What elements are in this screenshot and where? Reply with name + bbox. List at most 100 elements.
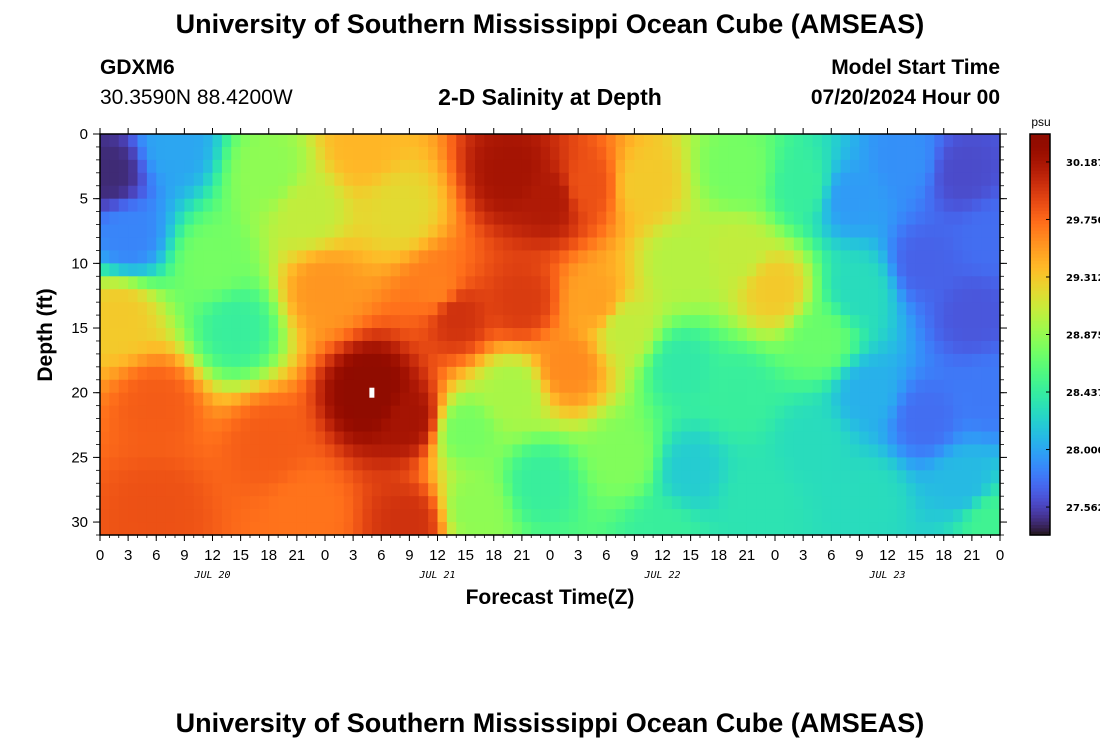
heatmap-cell: [934, 159, 945, 174]
heatmap-cell: [306, 302, 317, 316]
heatmap-cell: [615, 340, 626, 355]
colorbar-step: [1030, 190, 1050, 195]
heatmap-cell: [278, 483, 289, 497]
heatmap-cell: [250, 185, 260, 200]
heatmap-cell: [531, 470, 542, 484]
heatmap-cell: [662, 418, 673, 433]
heatmap-cell: [353, 483, 364, 497]
heatmap-cell: [390, 185, 401, 200]
heatmap-cell: [550, 522, 560, 536]
heatmap-cell: [737, 315, 748, 329]
heatmap-cell: [193, 328, 204, 342]
heatmap-cell: [353, 405, 364, 420]
heatmap-cell: [325, 134, 335, 148]
heatmap-cell: [353, 392, 364, 407]
heatmap-cell: [437, 483, 448, 497]
heatmap-cell: [859, 522, 870, 536]
colorbar-label: 27.5625: [1066, 503, 1100, 514]
heatmap-cell: [718, 250, 729, 264]
heatmap-cell: [146, 250, 157, 264]
heatmap-cell: [765, 146, 776, 161]
heatmap-cell: [390, 483, 401, 497]
heatmap-cell: [606, 340, 617, 355]
heatmap-cell: [906, 405, 917, 420]
colorbar-step: [1030, 361, 1050, 366]
heatmap-cell: [362, 134, 373, 148]
heatmap-cell: [784, 431, 795, 446]
heatmap-cell: [240, 392, 251, 407]
heatmap-cell: [165, 509, 176, 523]
heatmap-cell: [746, 457, 757, 471]
heatmap-cell: [803, 392, 814, 407]
heatmap-cell: [306, 276, 317, 290]
heatmap-cell: [587, 379, 598, 394]
heatmap-cell: [821, 328, 832, 342]
heatmap-cell: [784, 172, 795, 187]
heatmap-cell: [484, 198, 495, 213]
heatmap-cell: [896, 250, 907, 264]
heatmap-cell: [521, 146, 532, 161]
heatmap-cell: [568, 185, 579, 200]
heatmap-cell: [625, 276, 635, 290]
heatmap-cell: [446, 353, 457, 368]
heatmap-cell: [165, 328, 176, 342]
heatmap-cell: [662, 224, 673, 239]
heatmap-cell: [325, 496, 335, 510]
heatmap-cell: [662, 211, 673, 226]
heatmap-cell: [887, 418, 898, 433]
heatmap-cell: [418, 185, 429, 200]
heatmap-cell: [250, 366, 260, 381]
heatmap-cell: [971, 483, 982, 497]
heatmap-cell: [137, 509, 148, 523]
heatmap-cell: [775, 328, 785, 342]
heatmap-cell: [925, 302, 935, 316]
heatmap-cell: [596, 289, 607, 303]
heatmap-cell: [943, 276, 954, 290]
heatmap-cell: [990, 340, 1001, 355]
heatmap-cell: [868, 185, 879, 200]
heatmap-cell: [334, 457, 345, 471]
heatmap-cell: [184, 522, 195, 536]
heatmap-cell: [737, 418, 748, 433]
heatmap-cell: [596, 509, 607, 523]
heatmap-cell: [315, 496, 326, 510]
heatmap-cell: [493, 509, 504, 523]
heatmap-cell: [709, 379, 720, 394]
heatmap-cell: [859, 263, 870, 277]
heatmap-cell: [840, 366, 851, 381]
heatmap-cell: [803, 159, 814, 174]
heatmap-cell: [709, 470, 720, 484]
heatmap-cell: [906, 379, 917, 394]
heatmap-cell: [625, 198, 635, 213]
heatmap-cell: [456, 483, 467, 497]
heatmap-cell: [981, 250, 992, 264]
heatmap-cell: [428, 379, 439, 394]
heatmap-cell: [803, 250, 814, 264]
heatmap-cell: [278, 379, 289, 394]
heatmap-cell: [484, 315, 495, 329]
heatmap-cell: [568, 353, 579, 368]
heatmap-cell: [953, 457, 964, 471]
heatmap-cell: [400, 263, 410, 277]
heatmap-cell: [803, 302, 814, 316]
heatmap-cell: [203, 198, 214, 213]
heatmap-cell: [625, 263, 635, 277]
heatmap-cell: [709, 509, 720, 523]
heatmap-cell: [531, 483, 542, 497]
colorbar-step: [1030, 414, 1050, 419]
x-tick-label: 3: [799, 547, 807, 564]
heatmap-cell: [175, 405, 185, 420]
heatmap-cell: [615, 392, 626, 407]
heatmap-cell: [109, 457, 120, 471]
heatmap-cell: [700, 263, 710, 277]
heatmap-cell: [596, 185, 607, 200]
heatmap-cell: [606, 159, 617, 174]
heatmap-cell: [531, 315, 542, 329]
heatmap-cell: [409, 198, 420, 213]
heatmap-cell: [128, 457, 139, 471]
heatmap-cell: [756, 276, 767, 290]
heatmap-cell: [100, 302, 110, 316]
heatmap-cell: [859, 146, 870, 161]
heatmap-cell: [259, 211, 270, 226]
heatmap-cell: [203, 470, 214, 484]
